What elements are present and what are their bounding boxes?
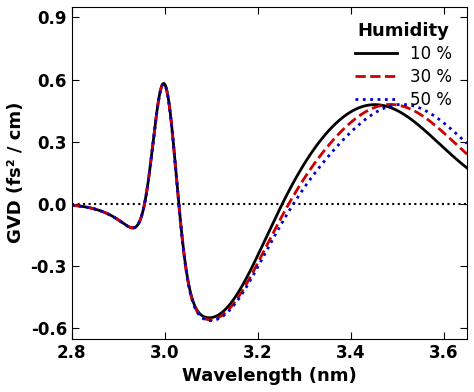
30 % — [69, 203, 74, 207]
50 % — [364, 116, 370, 121]
Y-axis label: GVD (fs² / cm): GVD (fs² / cm) — [7, 102, 25, 243]
10 % — [161, 81, 166, 86]
30 % — [207, 318, 213, 322]
50 % — [394, 102, 400, 107]
30 % — [364, 109, 370, 113]
Legend: 10 %, 30 %, 50 %: 10 %, 30 %, 50 % — [348, 15, 459, 116]
10 % — [306, 154, 312, 159]
10 % — [206, 316, 212, 320]
30 % — [326, 142, 332, 147]
10 % — [69, 203, 74, 207]
10 % — [464, 166, 470, 171]
50 % — [208, 318, 213, 323]
10 % — [364, 103, 370, 108]
30 % — [394, 103, 400, 107]
30 % — [306, 169, 312, 174]
50 % — [161, 82, 166, 86]
50 % — [464, 141, 470, 146]
50 % — [306, 179, 312, 183]
50 % — [326, 153, 332, 158]
30 % — [161, 82, 166, 86]
30 % — [220, 312, 226, 317]
X-axis label: Wavelength (nm): Wavelength (nm) — [182, 367, 357, 385]
50 % — [69, 203, 74, 207]
30 % — [141, 206, 146, 211]
50 % — [141, 206, 146, 211]
Line: 10 %: 10 % — [72, 83, 467, 318]
10 % — [220, 309, 226, 314]
Line: 50 %: 50 % — [72, 84, 467, 321]
10 % — [141, 206, 146, 211]
10 % — [326, 128, 332, 133]
50 % — [220, 314, 226, 318]
10 % — [394, 108, 400, 113]
Line: 30 %: 30 % — [72, 84, 467, 320]
30 % — [464, 152, 470, 156]
